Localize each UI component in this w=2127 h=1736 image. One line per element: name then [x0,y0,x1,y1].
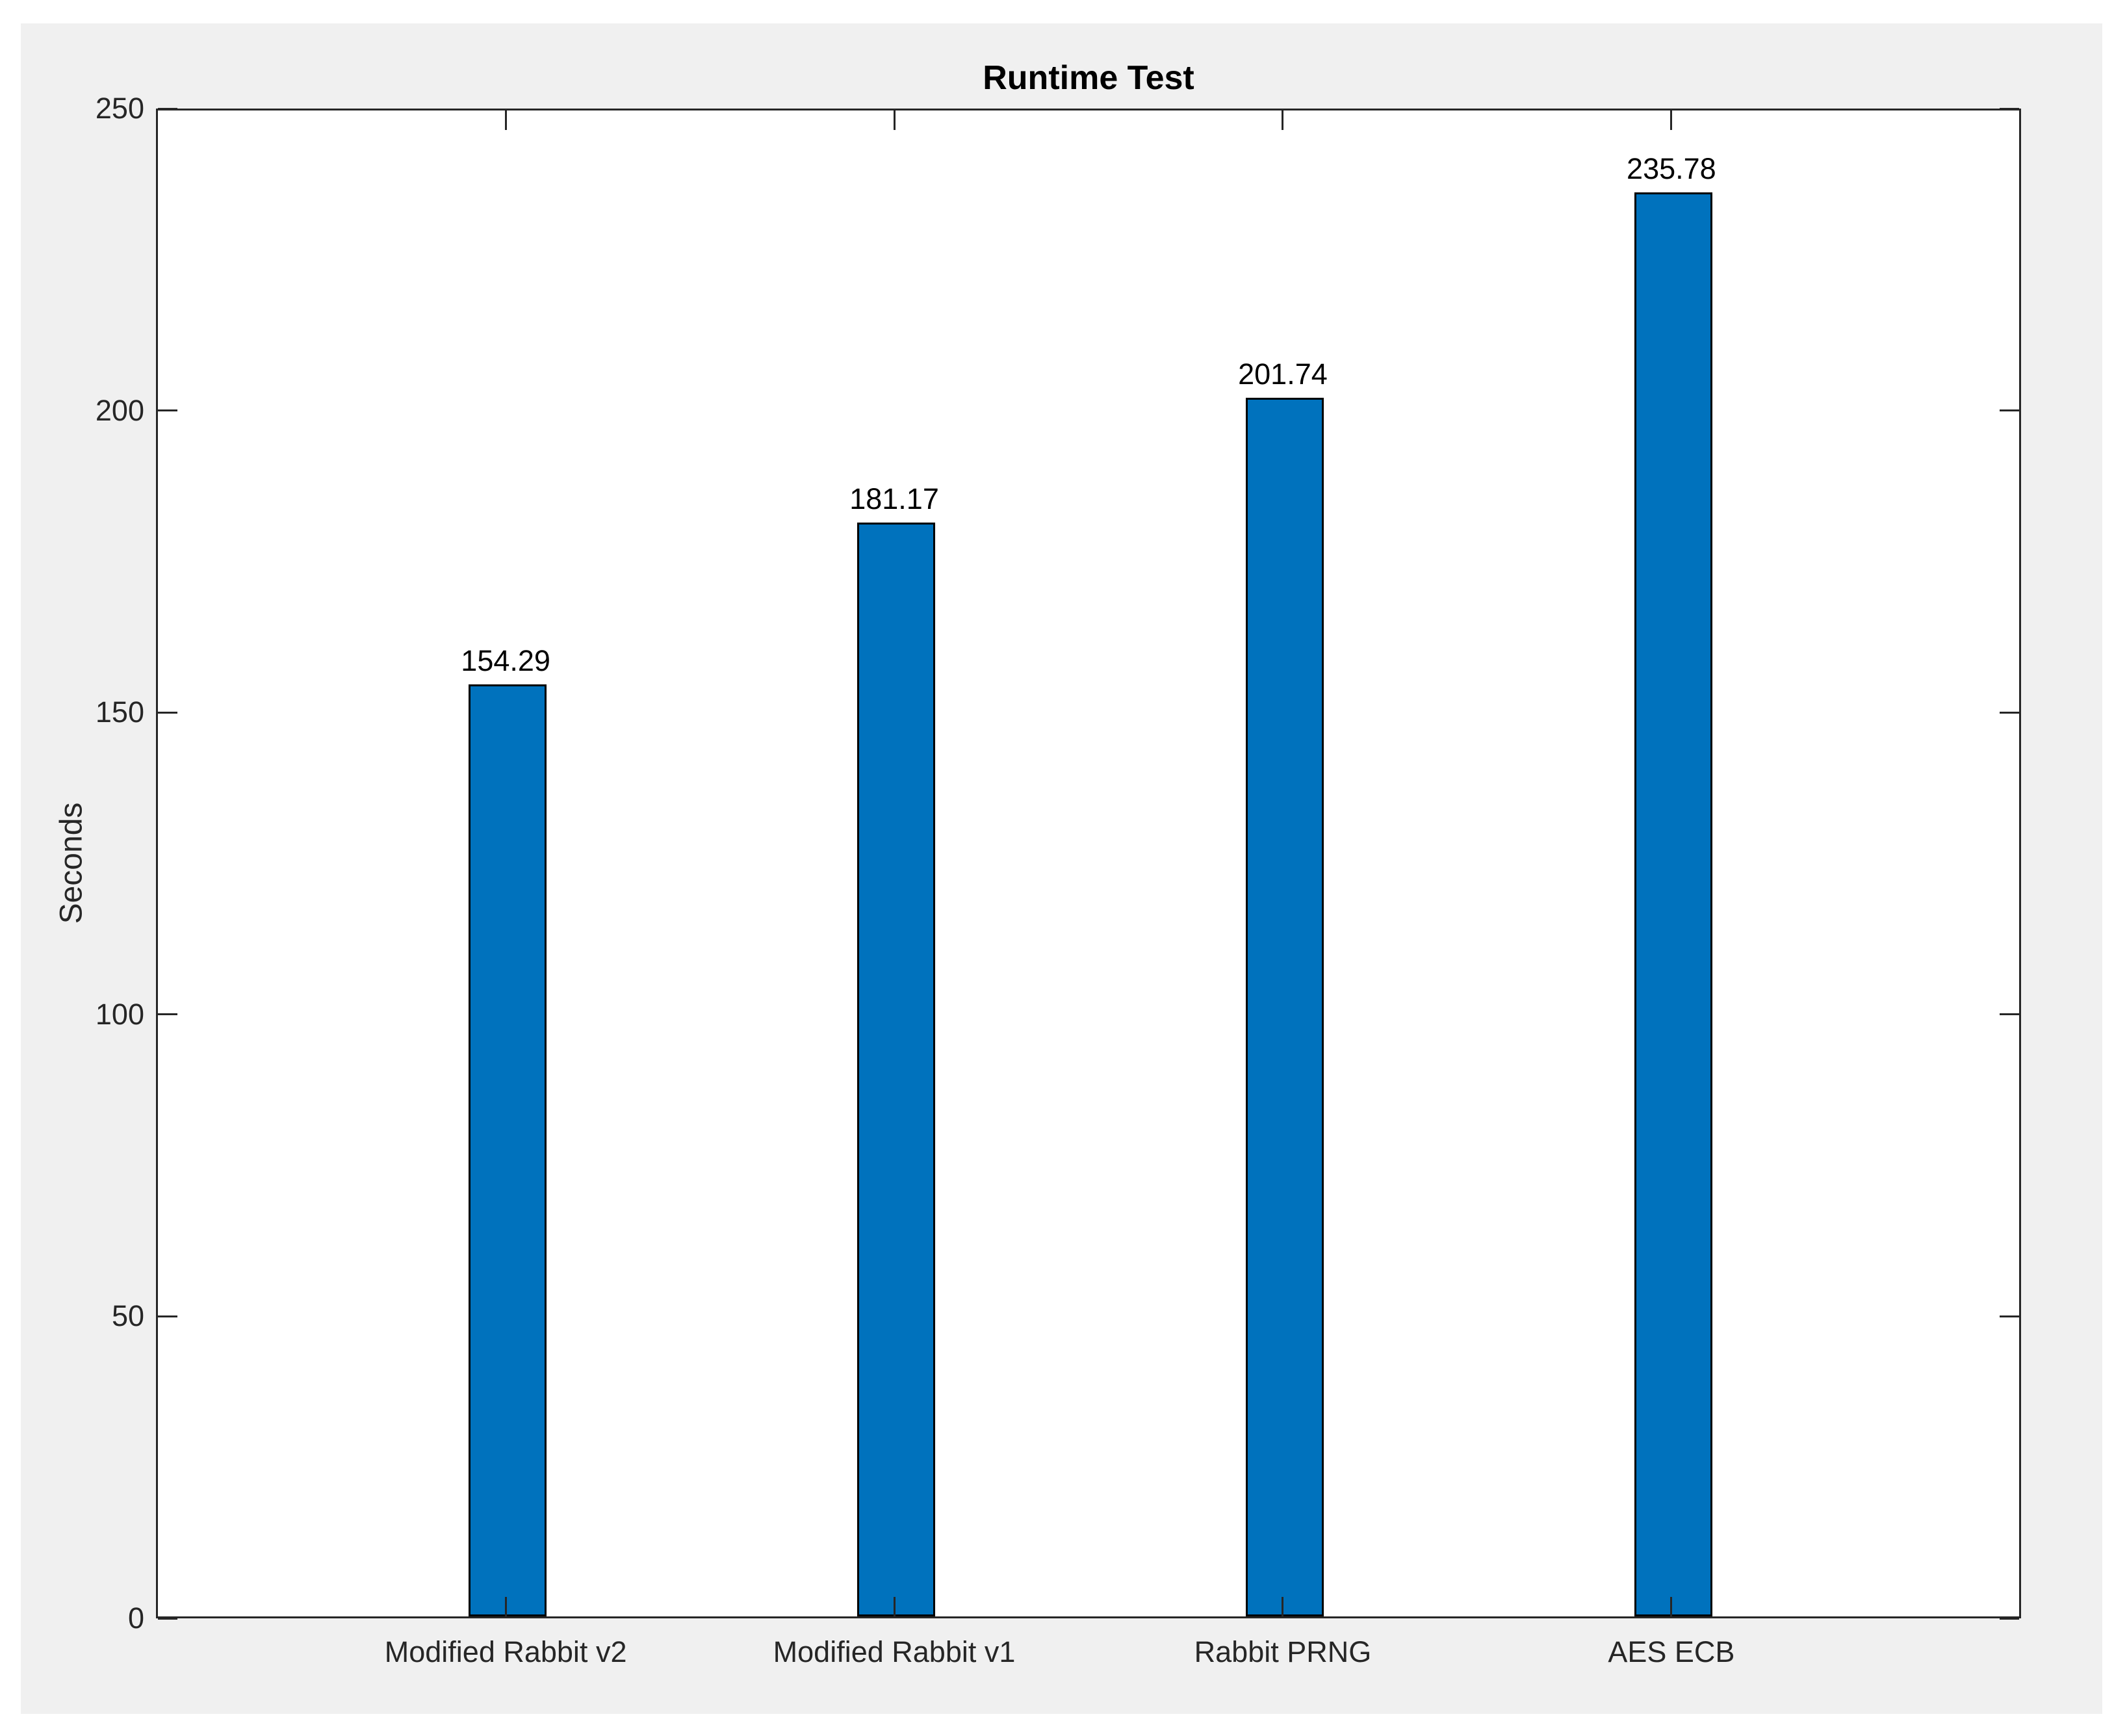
plot-area [156,107,2021,1620]
y-tick-label: 100 [95,997,144,1031]
x-tick-mark-top [1670,110,1673,130]
x-tick-mark-bottom [893,1597,896,1616]
x-tick-mark-bottom [504,1597,507,1616]
bar-value-label: 235.78 [1627,152,1716,186]
x-tick-mark-bottom [1670,1597,1673,1616]
y-tick-label: 150 [95,695,144,729]
bar [857,522,936,1616]
chart-title: Runtime Test [983,59,1194,97]
y-tick-label: 200 [95,393,144,427]
bar [1634,192,1712,1616]
x-tick-mark-top [504,110,507,130]
y-tick-label: 0 [127,1601,144,1635]
y-tick-label: 250 [95,92,144,125]
bar [1245,398,1324,1616]
y-tick-mark-left [158,711,177,714]
y-tick-mark-right [2000,409,2019,412]
bar [469,684,547,1616]
bar-value-label: 181.17 [849,482,939,515]
x-tick-mark-top [893,110,896,130]
y-tick-mark-right [2000,1617,2019,1620]
x-category-label: AES ECB [1608,1635,1735,1668]
y-tick-mark-right [2000,107,2019,110]
y-tick-mark-left [158,1617,177,1620]
y-tick-mark-right [2000,711,2019,714]
x-tick-mark-top [1282,110,1284,130]
y-axis-label: Seconds [54,802,89,924]
x-category-label: Modified Rabbit v1 [773,1635,1016,1668]
y-tick-mark-right [2000,1013,2019,1016]
x-category-label: Rabbit PRNG [1194,1635,1372,1668]
bar-value-label: 154.29 [461,644,550,678]
bar-value-label: 201.74 [1238,357,1328,391]
y-tick-mark-left [158,1013,177,1016]
y-tick-mark-right [2000,1315,2019,1317]
x-category-label: Modified Rabbit v2 [384,1635,627,1668]
y-tick-mark-left [158,1315,177,1317]
y-tick-label: 50 [111,1299,144,1333]
y-tick-mark-left [158,107,177,110]
x-tick-mark-bottom [1282,1597,1284,1616]
y-tick-mark-left [158,409,177,412]
